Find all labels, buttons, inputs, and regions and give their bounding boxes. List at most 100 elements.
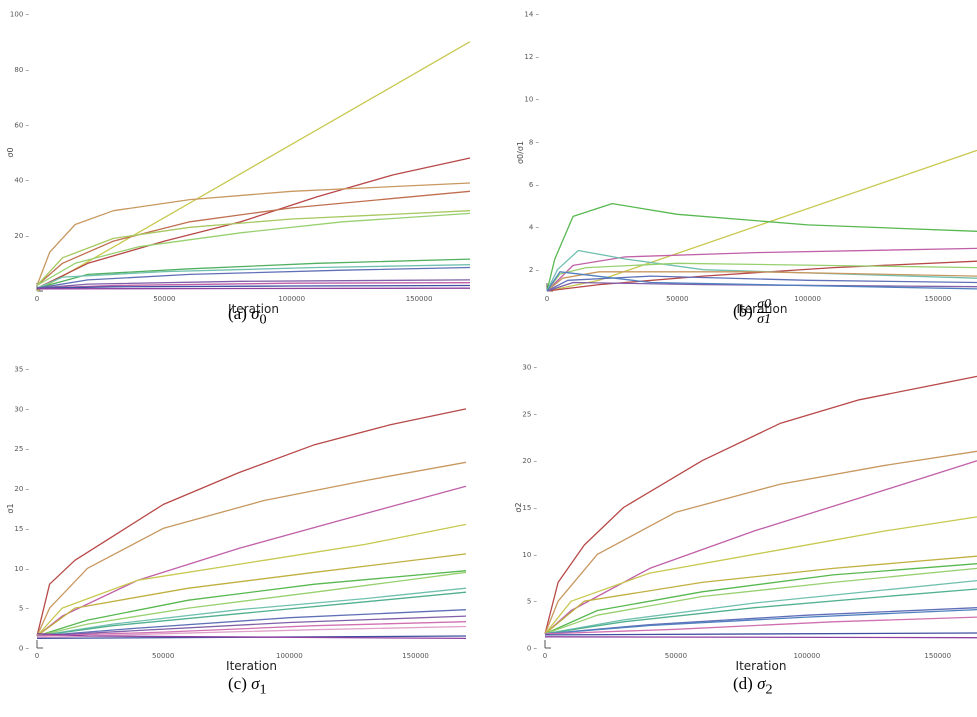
caption-a: (a) σ0	[228, 304, 267, 328]
series-line-7	[36, 571, 467, 637]
y-tick-label: 0 –	[527, 645, 538, 653]
y-tick-label: 6 –	[529, 181, 540, 189]
series-line-5	[36, 553, 467, 637]
series-line-5	[36, 210, 471, 286]
series-line-9	[36, 266, 471, 289]
chart-a-svg: 20 – 40 – 60 – 80 – 100 – 0 50000 100000 150000 I…	[6, 11, 471, 316]
caption-c: (c) σ1	[228, 674, 267, 698]
y-tick-label: 30 –	[522, 364, 537, 372]
y-tick-label: 20 –	[14, 485, 29, 493]
caption-c-prefix: (c)	[228, 674, 252, 693]
y-tick-label: 100 –	[10, 11, 30, 19]
x-axis-label: Iteration	[226, 659, 277, 673]
series-line-3	[36, 182, 471, 286]
y-axis-label: σ1	[6, 503, 15, 513]
chart-c-svg: 0 – 5 – 10 – 15 – 20 – 25 – 30 – 35 – 0 50000 1000…	[6, 366, 467, 673]
series-line-2	[36, 157, 471, 289]
x-tick-label: 150000	[924, 652, 951, 660]
y-tick-label: 10 –	[524, 96, 539, 104]
series-line-10	[36, 279, 471, 289]
y-tick-label: 15 –	[14, 525, 29, 533]
chart-b-svg: 2 – 4 – 6 – 8 – 10 – 12 – 14 – 0 50000 100000 1500…	[516, 11, 977, 316]
series-line-4	[544, 516, 977, 635]
series-line-5	[546, 249, 977, 292]
y-tick-label: 5 –	[19, 605, 30, 613]
caption-b-numerator: σ0	[757, 297, 771, 313]
series-line-7	[546, 271, 977, 292]
y-tick-label: 25 –	[522, 410, 537, 418]
x-axis-label: Iteration	[736, 659, 787, 673]
caption-a-prefix: (a)	[228, 304, 252, 323]
chart-panel-d: 0 – 5 – 10 – 15 – 20 – 25 – 30 – 0 50000 100000 15…	[510, 360, 977, 717]
series-line-1	[36, 408, 467, 637]
y-tick-label: 5 –	[527, 598, 538, 606]
caption-b-denominator: σ1	[757, 312, 771, 327]
x-tick-label: 50000	[666, 295, 688, 303]
y-tick-label: 80 –	[14, 66, 29, 74]
y-tick-label: 14 –	[524, 11, 539, 19]
series-line-13	[36, 287, 471, 290]
y-tick-label: 60 –	[14, 121, 29, 129]
series-line-3	[544, 460, 977, 635]
chart-d-svg: 0 – 5 – 10 – 15 – 20 – 25 – 30 – 0 50000 100000 15…	[514, 364, 977, 673]
y-tick-label: 0 –	[19, 645, 30, 653]
series-line-9	[36, 591, 467, 637]
y-tick-label: 12 –	[524, 53, 539, 61]
x-tick-label: 100000	[278, 295, 305, 303]
caption-b: (b) σ0 σ1	[733, 298, 771, 327]
y-tick-label: 4 –	[529, 224, 540, 232]
x-tick-label: 0	[543, 652, 547, 660]
y-tick-label: 30 –	[14, 405, 29, 413]
x-tick-label: 150000	[925, 295, 952, 303]
series-line-4	[36, 190, 471, 286]
series-line-3	[546, 247, 977, 292]
caption-c-sub: 1	[259, 681, 267, 698]
caption-a-sub: 0	[259, 311, 267, 328]
series-line-13	[544, 632, 977, 636]
y-tick-label: 10 –	[522, 551, 537, 559]
caption-b-prefix: (b)	[733, 301, 758, 321]
series-line-2	[544, 450, 977, 635]
series-line-12	[36, 284, 471, 289]
x-tick-label: 50000	[153, 295, 175, 303]
y-tick-label: 35 –	[14, 366, 29, 374]
caption-d-prefix: (d)	[733, 674, 758, 693]
caption-d-symbol: σ	[757, 674, 766, 693]
x-tick-label: 100000	[794, 295, 821, 303]
series-line-12	[36, 621, 467, 637]
series-line-4	[36, 523, 467, 637]
series-line-10	[36, 609, 467, 637]
series-line-14	[544, 636, 977, 639]
y-tick-label: 25 –	[14, 445, 29, 453]
y-tick-label: 20 –	[522, 457, 537, 465]
x-tick-label: 150000	[406, 295, 433, 303]
y-tick-label: 15 –	[522, 504, 537, 512]
series-line-5	[544, 555, 977, 635]
series-line-4	[546, 260, 977, 292]
caption-c-symbol: σ	[251, 674, 260, 693]
series-line-15	[36, 633, 467, 640]
y-axis-label: σ0	[6, 147, 15, 157]
x-axis-label: Iteration	[228, 302, 279, 316]
y-tick-label: 40 –	[14, 177, 29, 185]
series-line-6	[36, 212, 471, 287]
chart-panel-c: 0 – 5 – 10 – 15 – 20 – 25 – 30 – 35 – 0 50000 1000…	[0, 360, 488, 717]
series-line-11	[544, 608, 977, 635]
series-line-8	[544, 579, 977, 635]
series-line-7	[36, 258, 471, 289]
caption-d-sub: 2	[765, 681, 773, 698]
series-line-1	[36, 41, 471, 292]
y-axis-label: σ0/σ1	[516, 141, 525, 164]
y-tick-label: 20 –	[14, 232, 29, 240]
caption-d: (d) σ2	[733, 674, 773, 698]
series-line-1	[544, 375, 977, 635]
x-tick-label: 0	[545, 295, 549, 303]
series-line-7	[544, 567, 977, 635]
chart-panel-a: 20 – 40 – 60 – 80 – 100 – 0 50000 100000 150000 I…	[0, 0, 488, 330]
series-line-8	[36, 587, 467, 637]
x-tick-label: 100000	[793, 652, 820, 660]
caption-a-symbol: σ	[251, 304, 260, 323]
x-tick-label: 0	[35, 652, 39, 660]
series-line-10	[544, 607, 977, 635]
y-axis-label: σ2	[514, 502, 523, 512]
